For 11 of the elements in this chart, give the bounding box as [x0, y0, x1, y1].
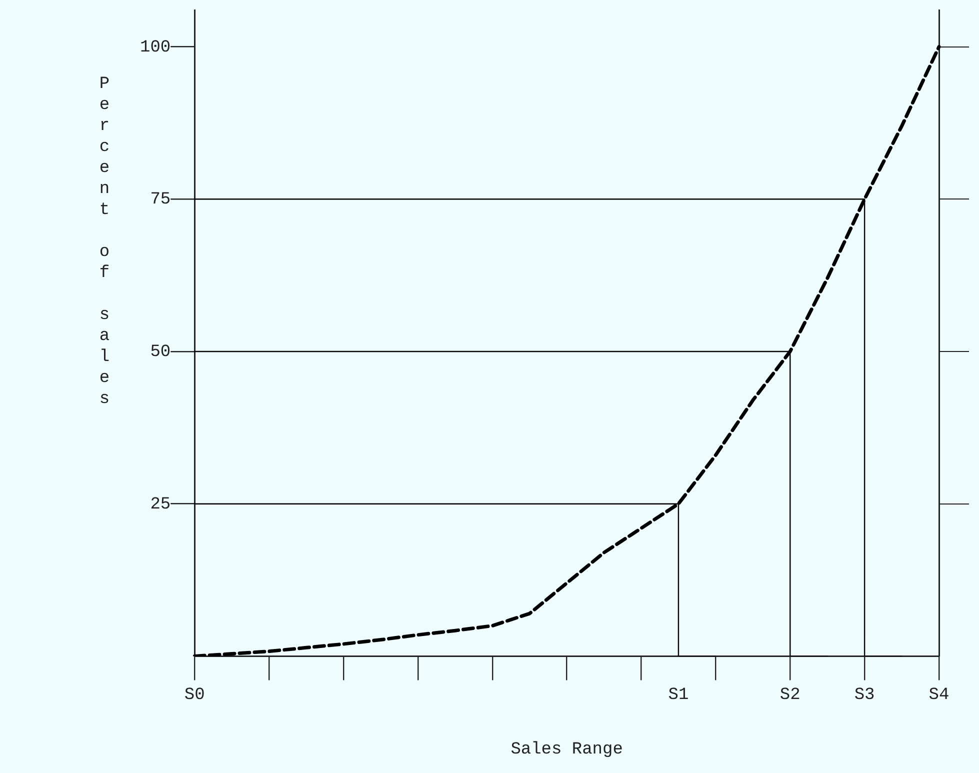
y-axis-title: Percent of sales	[95, 75, 114, 411]
x-tick-label: S0	[184, 686, 205, 705]
y-tick-label: 75	[150, 190, 171, 210]
x-tick-label: S3	[854, 686, 875, 705]
y-tick-label: 50	[150, 342, 171, 362]
x-tick-label: S1	[668, 686, 689, 705]
x-axis-title: Sales Range	[510, 740, 623, 760]
y-tick-label: 100	[140, 38, 171, 58]
x-tick-label: S2	[780, 686, 800, 705]
x-tick-label: S4	[928, 686, 950, 705]
y-tick-label: 25	[150, 495, 171, 514]
